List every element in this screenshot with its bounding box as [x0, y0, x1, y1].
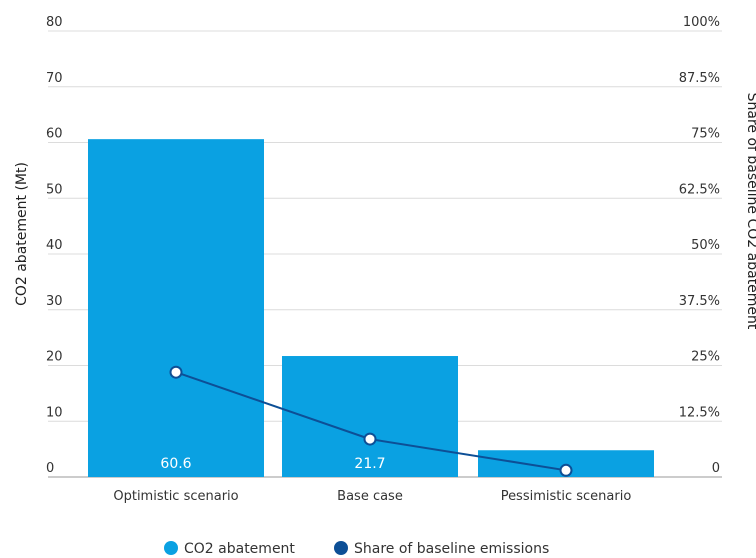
category-label: Optimistic scenario — [113, 489, 238, 504]
left-tick-label: 30 — [46, 294, 63, 309]
right-tick-label: 87.5% — [679, 71, 720, 86]
legend-label-share-of-baseline: Share of baseline emissions — [354, 541, 549, 557]
left-axis-title: CO2 abatement (Mt) — [14, 162, 30, 306]
right-tick-label: 0 — [712, 461, 720, 476]
bar-data-label: 21.7 — [354, 456, 385, 472]
left-tick-label: 10 — [46, 405, 63, 420]
right-tick-label: 25% — [691, 350, 720, 365]
line-point — [559, 463, 573, 477]
right-tick-label: 62.5% — [679, 182, 720, 197]
right-tick-label: 37.5% — [679, 294, 720, 309]
category-label: Pessimistic scenario — [501, 489, 632, 504]
left-tick-label: 60 — [46, 127, 63, 142]
right-tick-label: 75% — [691, 127, 720, 142]
legend-swatch-share-of-baseline — [334, 541, 348, 555]
bar-data-labels: 60.6 21.7 — [160, 456, 385, 472]
legend-swatch-co2-abatement — [164, 541, 178, 555]
line-point — [363, 432, 377, 446]
left-tick-label: 70 — [46, 71, 63, 86]
category-label: Base case — [337, 489, 403, 504]
right-tick-label: 12.5% — [679, 405, 720, 420]
line-point — [169, 365, 183, 379]
left-tick-label: 80 — [46, 15, 63, 30]
right-axis-title: Share of baseline CO2 abatement — [744, 93, 756, 330]
category-labels: Optimistic scenario Base case Pessimistic … — [113, 489, 631, 504]
left-tick-label: 20 — [46, 350, 63, 365]
right-axis-ticks: 0 12.5% 25% 37.5% 50% 62.5% 75% 87.5% 100% — [679, 15, 720, 476]
left-tick-label: 50 — [46, 182, 63, 197]
line-series — [169, 365, 573, 477]
bar-series — [88, 139, 654, 477]
bar-data-label: 60.6 — [160, 456, 191, 472]
bar — [282, 356, 458, 477]
bar — [88, 139, 264, 477]
right-tick-label: 100% — [683, 15, 720, 30]
left-tick-label: 0 — [46, 461, 54, 476]
left-tick-label: 40 — [46, 238, 63, 253]
left-axis-ticks: 0 10 20 30 40 50 60 70 80 — [46, 15, 63, 476]
legend: CO2 abatement Share of baseline emission… — [164, 541, 549, 557]
right-tick-label: 50% — [691, 238, 720, 253]
legend-label-co2-abatement: CO2 abatement — [184, 541, 295, 557]
